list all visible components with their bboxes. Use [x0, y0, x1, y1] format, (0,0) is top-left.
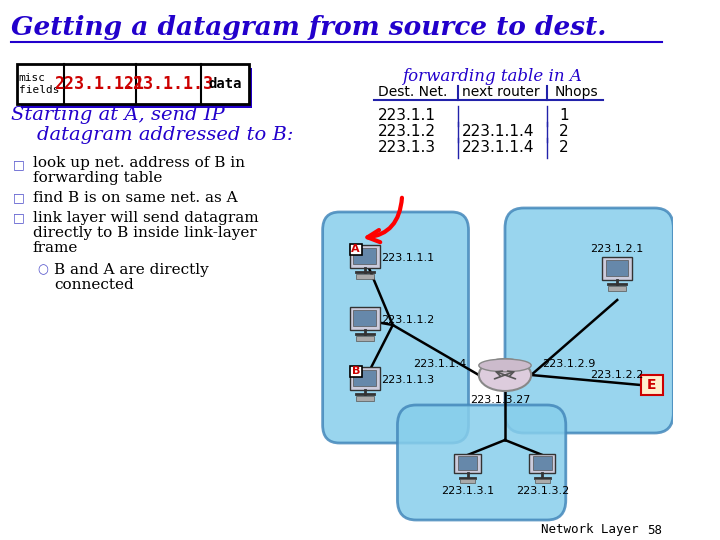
FancyBboxPatch shape: [641, 375, 663, 395]
FancyBboxPatch shape: [534, 479, 550, 483]
Text: 223.1.3.27: 223.1.3.27: [470, 395, 531, 405]
FancyBboxPatch shape: [354, 309, 376, 326]
Text: 223.1.1.4: 223.1.1.4: [413, 359, 466, 369]
FancyBboxPatch shape: [356, 396, 374, 401]
FancyBboxPatch shape: [350, 367, 379, 389]
Text: E: E: [647, 378, 657, 392]
FancyArrowPatch shape: [367, 198, 402, 242]
Text: look up net. address of B in: look up net. address of B in: [32, 156, 245, 170]
FancyBboxPatch shape: [323, 212, 469, 443]
Text: ○: ○: [37, 264, 48, 276]
Text: 223.1.1.1: 223.1.1.1: [55, 75, 145, 93]
Text: Starting at A, send IP: Starting at A, send IP: [12, 106, 225, 124]
FancyBboxPatch shape: [356, 274, 374, 279]
FancyBboxPatch shape: [17, 64, 248, 104]
Text: 223.1.1: 223.1.1: [378, 109, 436, 124]
FancyBboxPatch shape: [458, 456, 477, 470]
FancyBboxPatch shape: [21, 68, 253, 108]
Text: 2: 2: [559, 125, 569, 139]
FancyBboxPatch shape: [350, 366, 361, 377]
FancyBboxPatch shape: [350, 307, 379, 329]
FancyBboxPatch shape: [397, 405, 566, 520]
Text: 223.1.1.4: 223.1.1.4: [462, 140, 534, 156]
Text: misc
fields: misc fields: [19, 73, 59, 95]
Text: data: data: [208, 77, 242, 91]
Text: connected: connected: [54, 278, 134, 292]
Text: B: B: [351, 366, 360, 376]
Text: 1: 1: [559, 109, 569, 124]
FancyBboxPatch shape: [505, 208, 673, 433]
Text: 223.1.1.2: 223.1.1.2: [382, 315, 435, 325]
Text: 223.1.1.3: 223.1.1.3: [123, 75, 213, 93]
Text: 2: 2: [559, 140, 569, 156]
Text: □: □: [13, 212, 25, 225]
Text: 223.1.3.1: 223.1.3.1: [441, 486, 494, 496]
FancyBboxPatch shape: [608, 286, 626, 291]
FancyBboxPatch shape: [356, 336, 374, 341]
Text: 223.1.2.2: 223.1.2.2: [590, 370, 644, 380]
FancyBboxPatch shape: [529, 454, 556, 474]
FancyBboxPatch shape: [454, 454, 481, 474]
Ellipse shape: [479, 359, 531, 372]
Text: 223.1.3.2: 223.1.3.2: [516, 486, 569, 496]
Text: A: A: [351, 244, 360, 254]
Text: next router: next router: [462, 85, 539, 99]
Text: Nhops: Nhops: [554, 85, 598, 99]
Text: link layer will send datagram: link layer will send datagram: [32, 211, 258, 225]
FancyBboxPatch shape: [354, 248, 376, 264]
Text: datagram addressed to B:: datagram addressed to B:: [37, 126, 294, 144]
Text: frame: frame: [32, 241, 78, 255]
Text: forwarding table: forwarding table: [32, 171, 162, 185]
FancyBboxPatch shape: [354, 369, 376, 386]
Text: 223.1.3: 223.1.3: [378, 140, 436, 156]
Text: 58: 58: [647, 523, 662, 537]
FancyBboxPatch shape: [350, 244, 361, 255]
Text: □: □: [13, 192, 25, 205]
FancyBboxPatch shape: [533, 456, 552, 470]
Text: 223.1.1.1: 223.1.1.1: [382, 253, 435, 263]
Text: Network Layer: Network Layer: [541, 523, 638, 537]
FancyBboxPatch shape: [460, 479, 475, 483]
Text: 223.1.2.1: 223.1.2.1: [590, 244, 644, 254]
Text: directly to B inside link-layer: directly to B inside link-layer: [32, 226, 256, 240]
FancyBboxPatch shape: [606, 260, 629, 275]
Text: 223.1.2.9: 223.1.2.9: [542, 359, 595, 369]
Text: find B is on same net. as A: find B is on same net. as A: [32, 191, 238, 205]
Text: □: □: [13, 159, 25, 172]
FancyBboxPatch shape: [602, 257, 632, 280]
Text: Dest. Net.: Dest. Net.: [378, 85, 447, 99]
Text: 223.1.1.3: 223.1.1.3: [382, 375, 435, 385]
FancyBboxPatch shape: [350, 245, 379, 268]
Text: B and A are directly: B and A are directly: [54, 263, 209, 277]
Text: 223.1.1.4: 223.1.1.4: [462, 125, 534, 139]
Text: Getting a datagram from source to dest.: Getting a datagram from source to dest.: [12, 16, 606, 40]
Text: forwarding table in A: forwarding table in A: [402, 68, 582, 85]
Text: 223.1.2: 223.1.2: [378, 125, 436, 139]
Ellipse shape: [479, 359, 531, 391]
